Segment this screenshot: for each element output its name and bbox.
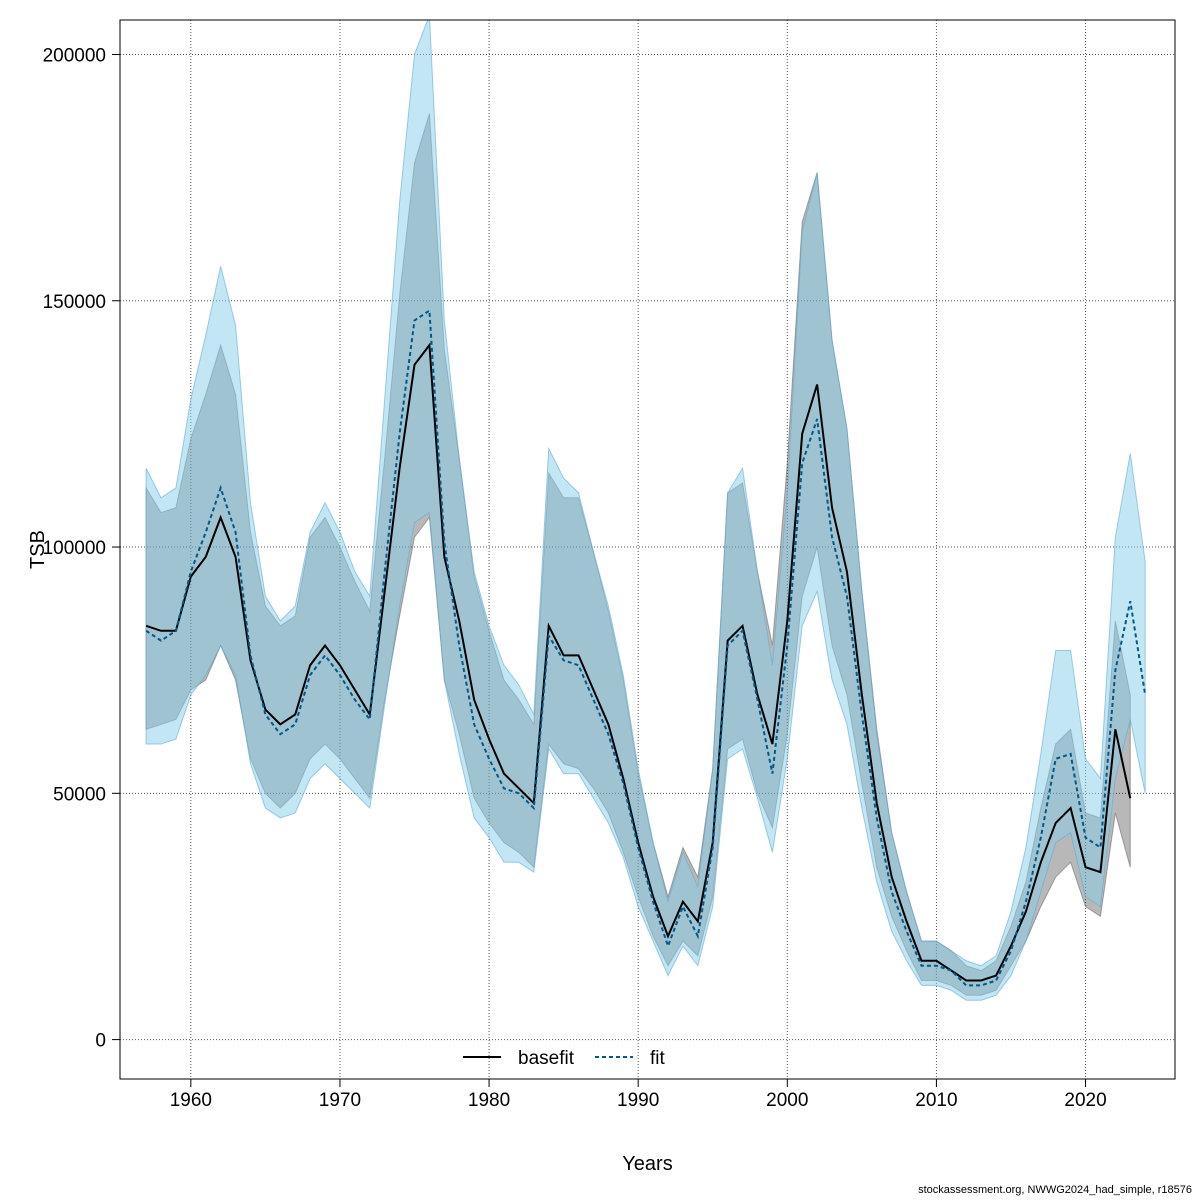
x-tick-label: 2020 [1064,1090,1106,1111]
y-tick-label: 100000 [43,538,106,559]
y-tick-label: 50000 [53,784,106,805]
legend-label-fit: fit [650,1048,666,1069]
confidence-bands [145,20,1146,1001]
x-tick-label: 1960 [170,1090,212,1111]
y-tick-label: 0 [95,1031,106,1052]
band-fit [145,20,1146,1001]
series-lines [145,308,1147,987]
x-tick-label: 2000 [766,1090,808,1111]
y-tick-label: 200000 [43,45,106,66]
plot-frame [119,19,1176,1080]
footer-credit: stockassessment.org, NWWG2024_had_simple… [918,1184,1192,1196]
x-tick-label: 1990 [617,1090,659,1111]
x-tick-label: 2010 [915,1090,957,1111]
y-axis-title: TSB [27,530,49,569]
y-axis: 0 50000 100000 150000 200000 [43,45,120,1052]
x-tick-label: 1980 [468,1090,510,1111]
line-fit [145,308,1147,987]
legend: basefit fit [463,1048,666,1069]
y-tick-label: 150000 [43,292,106,313]
x-tick-label: 1970 [319,1090,361,1111]
x-axis: 1960 1970 1980 1990 2000 2010 2020 [170,1079,1107,1111]
legend-label-basefit: basefit [518,1048,575,1069]
x-axis-title: Years [622,1153,672,1175]
line-basefit [145,342,1132,982]
